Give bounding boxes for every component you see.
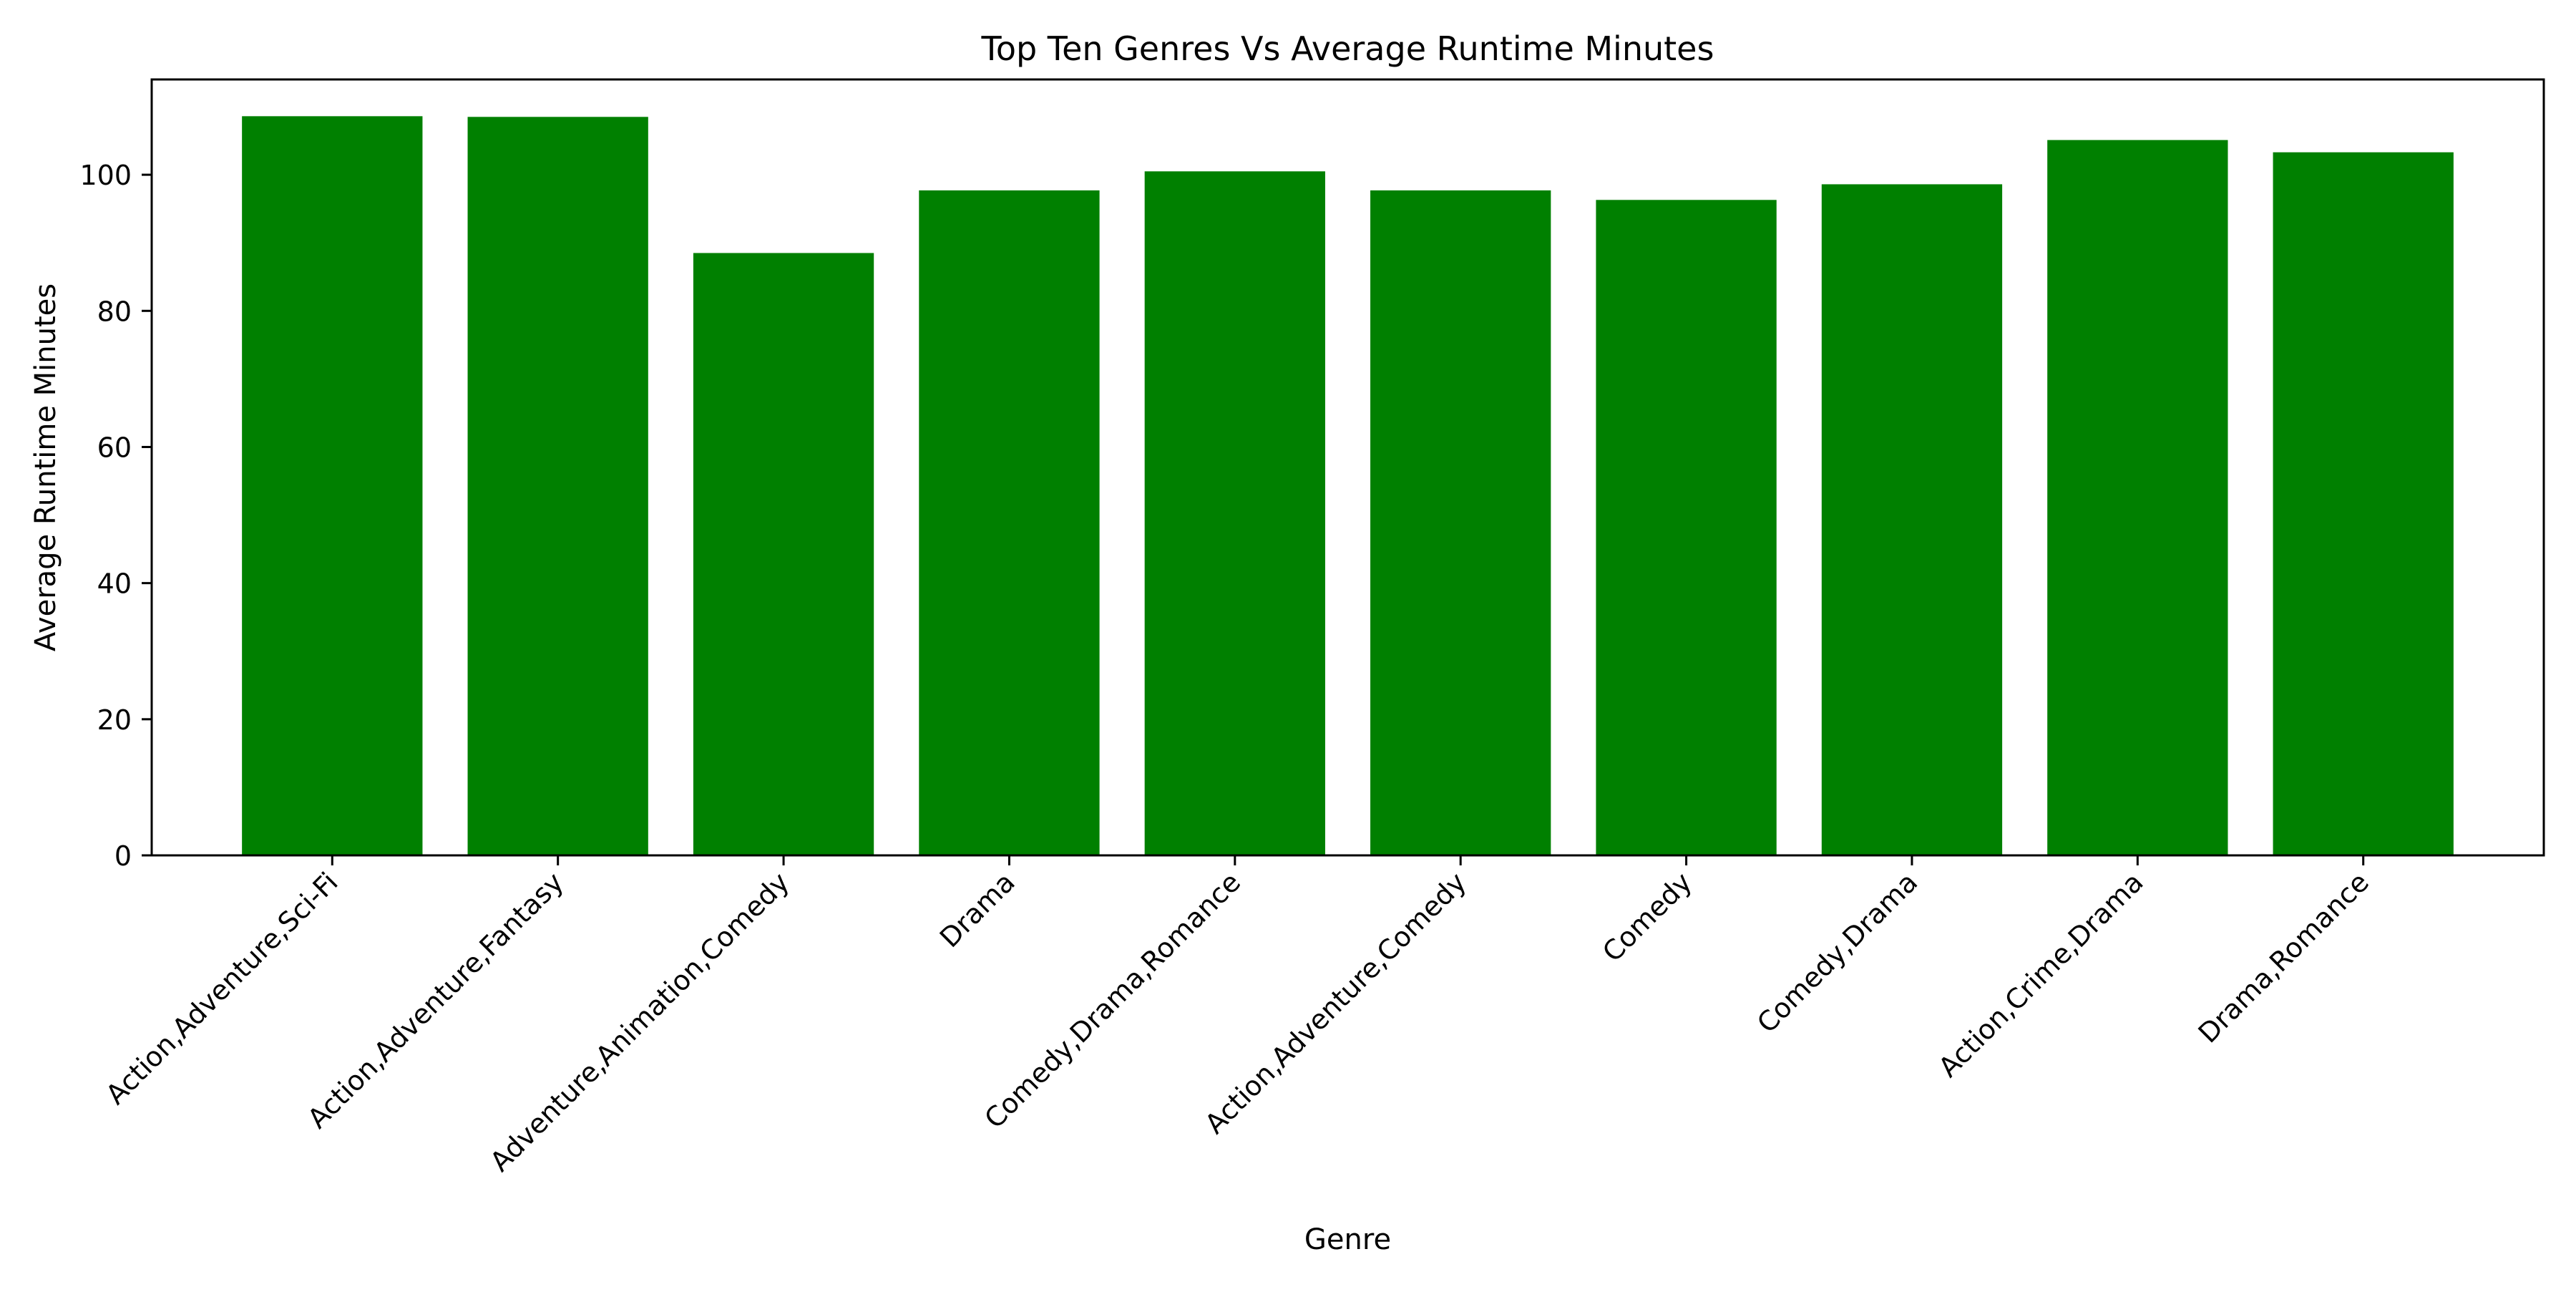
- x-tick-label: Action,Crime,Drama: [1933, 866, 2150, 1083]
- x-axis: Action,Adventure,Sci-FiAction,Adventure,…: [99, 855, 2375, 1177]
- x-tick-label: Comedy,Drama,Romance: [978, 866, 1246, 1135]
- x-tick-label: Comedy,Drama: [1751, 866, 1923, 1039]
- bar-7: [1596, 200, 1777, 855]
- bar-3: [693, 253, 874, 855]
- x-tick-label: Comedy: [1596, 866, 1698, 968]
- bar-5: [1144, 171, 1325, 856]
- bar-8: [1821, 184, 2003, 856]
- chart-title: Top Ten Genres Vs Average Runtime Minute…: [981, 29, 1714, 68]
- y-tick-label: 60: [97, 432, 132, 463]
- bar-6: [1370, 190, 1551, 855]
- y-tick-label: 20: [97, 704, 132, 736]
- x-tick-label: Action,Adventure,Comedy: [1199, 866, 1472, 1140]
- bar-1: [242, 116, 423, 855]
- x-tick-label: Action,Adventure,Fantasy: [301, 866, 570, 1135]
- bar-2: [467, 117, 648, 856]
- bar-4: [919, 190, 1100, 855]
- x-tick-label: Action,Adventure,Sci-Fi: [99, 866, 343, 1110]
- bar-10: [2273, 152, 2454, 855]
- bar-9: [2047, 140, 2228, 856]
- plot-frame: [150, 78, 2545, 857]
- y-tick-label: 0: [114, 840, 132, 872]
- y-axis-label: Average Runtime Minutes: [29, 283, 62, 651]
- x-tick-label: Drama: [934, 866, 1021, 953]
- y-axis: 0 20 40 60 80 100: [79, 160, 152, 872]
- y-tick-label: 40: [97, 568, 132, 600]
- y-tick-label: 80: [97, 296, 132, 327]
- y-tick-label: 100: [79, 160, 132, 191]
- x-tick-label: Drama,Romance: [2192, 866, 2375, 1049]
- x-axis-label: Genre: [1304, 1223, 1391, 1256]
- bars-layer: [242, 116, 2454, 856]
